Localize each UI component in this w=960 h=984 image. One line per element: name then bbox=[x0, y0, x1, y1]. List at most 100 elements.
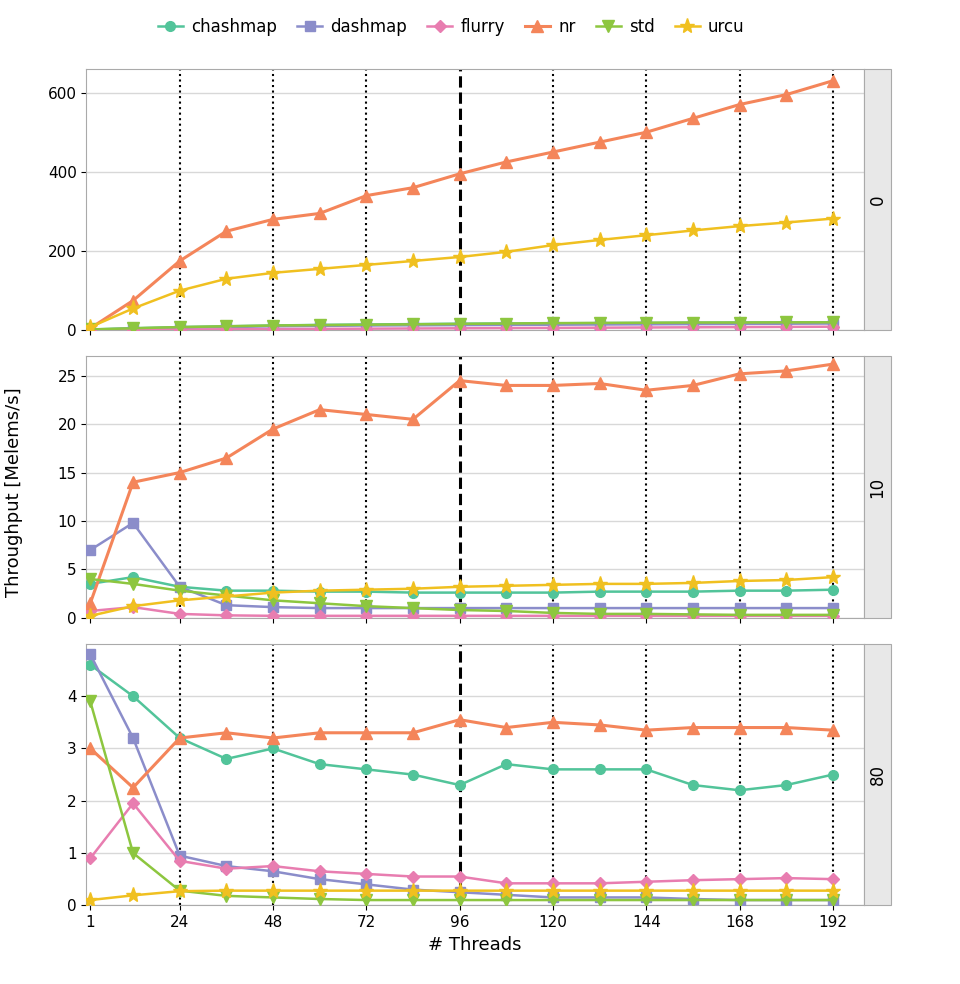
dashmap bbox=[84, 648, 96, 660]
Line: std: std bbox=[84, 317, 838, 335]
nr bbox=[84, 597, 96, 609]
dashmap bbox=[128, 517, 139, 528]
std bbox=[267, 320, 278, 332]
urcu bbox=[733, 885, 745, 896]
chashmap bbox=[361, 764, 372, 775]
nr bbox=[454, 168, 466, 180]
dashmap bbox=[500, 319, 512, 331]
std bbox=[500, 894, 512, 906]
dashmap bbox=[640, 319, 652, 331]
Line: flurry: flurry bbox=[86, 603, 837, 620]
chashmap bbox=[267, 743, 278, 755]
dashmap bbox=[547, 319, 559, 331]
dashmap bbox=[267, 865, 278, 877]
chashmap bbox=[640, 317, 652, 329]
flurry bbox=[640, 876, 652, 888]
std bbox=[780, 894, 792, 906]
flurry bbox=[361, 610, 372, 622]
std bbox=[361, 319, 372, 331]
urcu bbox=[407, 885, 419, 896]
chashmap bbox=[454, 318, 466, 330]
flurry bbox=[454, 323, 466, 335]
nr bbox=[500, 156, 512, 168]
chashmap bbox=[500, 318, 512, 330]
urcu bbox=[221, 273, 232, 284]
chashmap bbox=[780, 584, 792, 596]
flurry bbox=[733, 873, 745, 885]
flurry bbox=[407, 610, 419, 622]
flurry bbox=[733, 321, 745, 333]
flurry bbox=[454, 610, 466, 622]
chashmap bbox=[128, 571, 139, 583]
dashmap bbox=[174, 322, 185, 334]
std bbox=[128, 578, 139, 589]
std bbox=[547, 607, 559, 619]
dashmap bbox=[828, 318, 839, 330]
urcu bbox=[547, 885, 559, 896]
urcu bbox=[267, 885, 278, 896]
nr bbox=[267, 732, 278, 744]
dashmap bbox=[500, 602, 512, 614]
std bbox=[454, 604, 466, 616]
dashmap bbox=[174, 581, 185, 592]
dashmap bbox=[733, 602, 745, 614]
chashmap bbox=[174, 321, 185, 333]
nr bbox=[361, 190, 372, 202]
flurry bbox=[828, 610, 839, 622]
nr bbox=[780, 721, 792, 733]
dashmap bbox=[267, 601, 278, 613]
dashmap bbox=[407, 602, 419, 614]
flurry bbox=[828, 873, 839, 885]
urcu bbox=[84, 894, 96, 906]
nr bbox=[84, 323, 96, 335]
nr bbox=[128, 781, 139, 793]
urcu bbox=[314, 584, 325, 596]
nr bbox=[128, 476, 139, 488]
flurry bbox=[547, 322, 559, 334]
chashmap bbox=[407, 769, 419, 780]
chashmap bbox=[84, 659, 96, 671]
flurry bbox=[687, 875, 699, 887]
flurry bbox=[547, 610, 559, 622]
urcu bbox=[128, 302, 139, 314]
dashmap bbox=[733, 894, 745, 906]
std bbox=[687, 894, 699, 906]
Line: chashmap: chashmap bbox=[85, 660, 838, 795]
dashmap bbox=[221, 321, 232, 333]
urcu bbox=[407, 583, 419, 594]
std bbox=[547, 317, 559, 329]
nr bbox=[828, 724, 839, 736]
nr bbox=[780, 365, 792, 377]
flurry bbox=[267, 610, 278, 622]
std bbox=[221, 890, 232, 901]
flurry bbox=[640, 322, 652, 334]
chashmap bbox=[547, 318, 559, 330]
std bbox=[314, 597, 325, 609]
urcu bbox=[687, 224, 699, 236]
Line: flurry: flurry bbox=[86, 323, 837, 335]
nr bbox=[174, 732, 185, 744]
std bbox=[733, 317, 745, 329]
chashmap bbox=[84, 324, 96, 336]
flurry bbox=[687, 322, 699, 334]
chashmap bbox=[267, 320, 278, 332]
chashmap bbox=[733, 784, 745, 796]
dashmap bbox=[547, 602, 559, 614]
std bbox=[594, 894, 606, 906]
urcu bbox=[128, 890, 139, 901]
flurry bbox=[733, 610, 745, 622]
chashmap bbox=[640, 764, 652, 775]
dashmap bbox=[733, 318, 745, 330]
dashmap bbox=[547, 892, 559, 903]
flurry bbox=[267, 323, 278, 335]
std bbox=[267, 892, 278, 903]
chashmap bbox=[128, 323, 139, 335]
dashmap bbox=[407, 884, 419, 895]
nr bbox=[361, 408, 372, 420]
flurry bbox=[361, 323, 372, 335]
flurry bbox=[314, 323, 325, 335]
dashmap bbox=[780, 602, 792, 614]
flurry bbox=[84, 852, 96, 864]
chashmap bbox=[84, 578, 96, 589]
chashmap bbox=[733, 317, 745, 329]
